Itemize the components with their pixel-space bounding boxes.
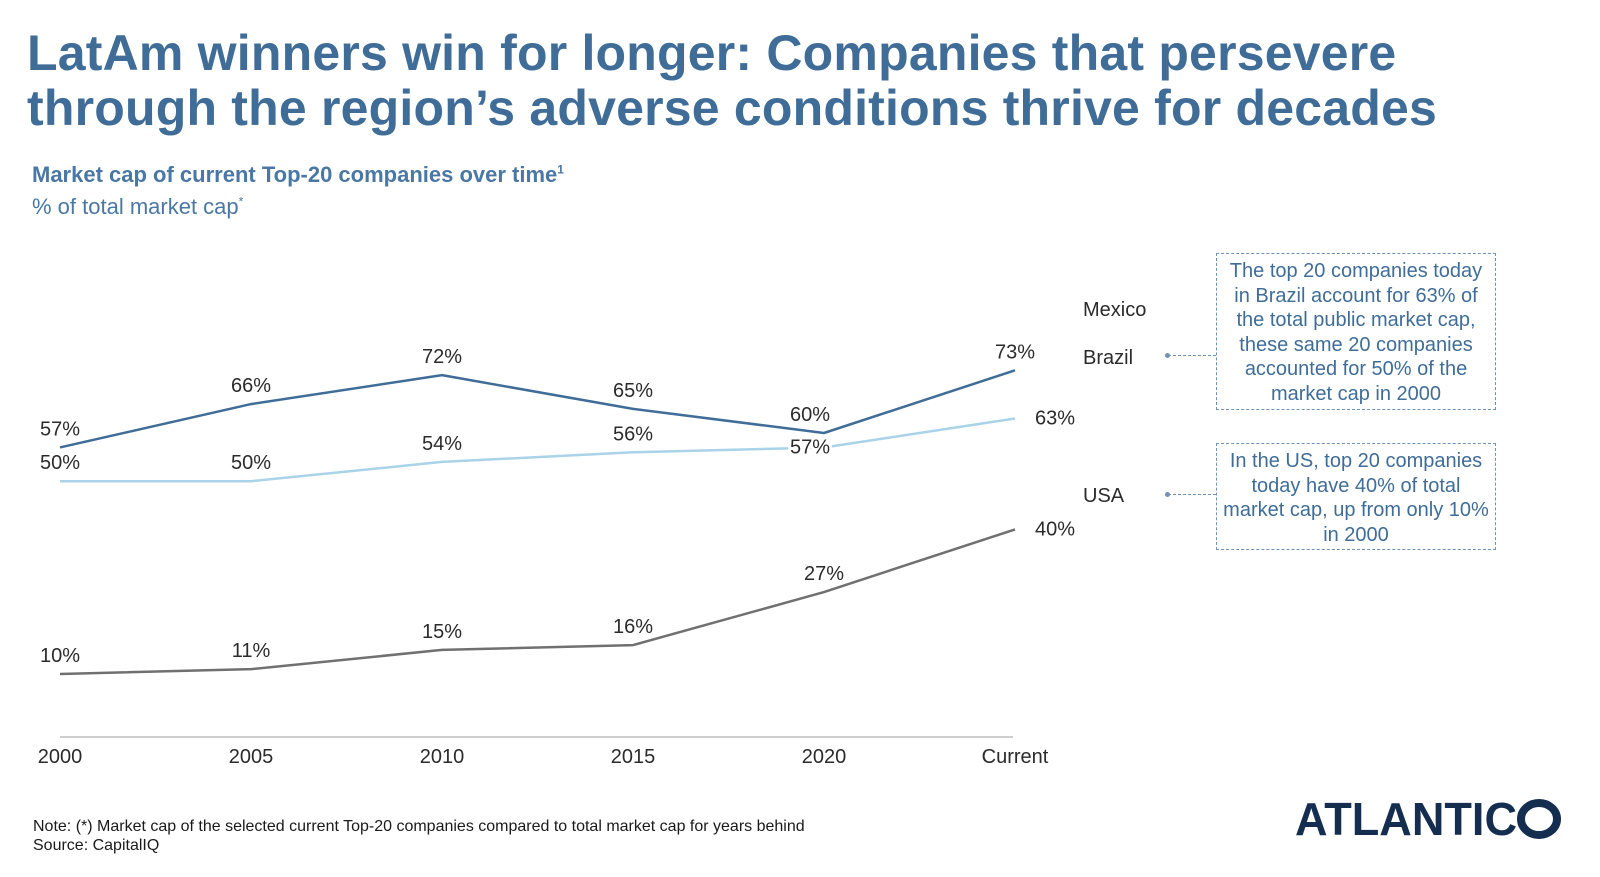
brazil-connector-dot [1165, 353, 1170, 358]
brazil-data-label: 63% [1035, 408, 1075, 430]
chart-unit: % of total market cap* [32, 194, 243, 220]
brazil-series-label: Brazil [1083, 347, 1133, 369]
x-tick-label: 2000 [38, 746, 83, 768]
usa-data-label: 11% [232, 640, 271, 662]
usa-callout-connector [1165, 492, 1216, 497]
mexico-data-label: 65% [613, 380, 653, 402]
atlantico-logo: ATLANTIC [1295, 793, 1561, 844]
usa-callout: In the US, top 20 companies today have 4… [1216, 443, 1496, 550]
brazil-data-label: 50% [40, 452, 80, 474]
usa-series-line [59, 528, 1016, 676]
mexico-data-label: 57% [40, 418, 80, 440]
usa-data-label: 27% [804, 563, 844, 585]
usa-data-label: 15% [422, 621, 462, 643]
footnote-source: Source: CapitalIQ [33, 837, 160, 854]
usa-data-label: 10% [40, 645, 80, 667]
mexico-data-label: 73% [995, 341, 1035, 363]
mexico-data-label: 60% [790, 404, 830, 426]
x-tick-label: Current [982, 746, 1049, 768]
brazil-data-label: 57% [790, 436, 830, 458]
x-tick-label: 2015 [611, 746, 656, 768]
brazil-data-label: 50% [231, 452, 271, 474]
brazil-callout: The top 20 companies today in Brazil acc… [1216, 253, 1496, 410]
footnote-note: Note: (*) Market cap of the selected cur… [33, 818, 805, 835]
subtitle-footnote-marker: 1 [557, 162, 564, 177]
usa-data-label: 16% [613, 616, 653, 638]
brazil-data-label: 56% [613, 423, 653, 445]
usa-series-label: USA [1083, 485, 1125, 507]
x-tick-label: 2005 [229, 746, 274, 768]
x-tick-label: 2020 [802, 746, 847, 768]
svg-text:ATLANTIC: ATLANTIC [1295, 793, 1517, 844]
chart-unit-text: % of total market cap [32, 194, 239, 219]
x-tick-label: 2010 [420, 746, 465, 768]
brazil-series-line [60, 417, 1016, 483]
brazil-callout-connector [1165, 353, 1216, 358]
footnote: Note: (*) Market cap of the selected cur… [33, 817, 805, 855]
usa-connector-dot [1165, 492, 1170, 497]
chart-subtitle-text: Market cap of current Top-20 companies o… [32, 162, 558, 187]
unit-footnote-marker: * [238, 194, 244, 209]
chart-subtitle: Market cap of current Top-20 companies o… [32, 162, 564, 188]
brazil-data-label: 54% [422, 433, 462, 455]
mexico-series-line [59, 369, 1016, 449]
mexico-data-label: 72% [422, 346, 462, 368]
usa-data-label: 40% [1035, 518, 1075, 540]
mexico-series-label: Mexico [1083, 299, 1146, 321]
mexico-data-label: 66% [231, 375, 271, 397]
chart-title: LatAm winners win for longer: Companies … [27, 25, 1438, 136]
